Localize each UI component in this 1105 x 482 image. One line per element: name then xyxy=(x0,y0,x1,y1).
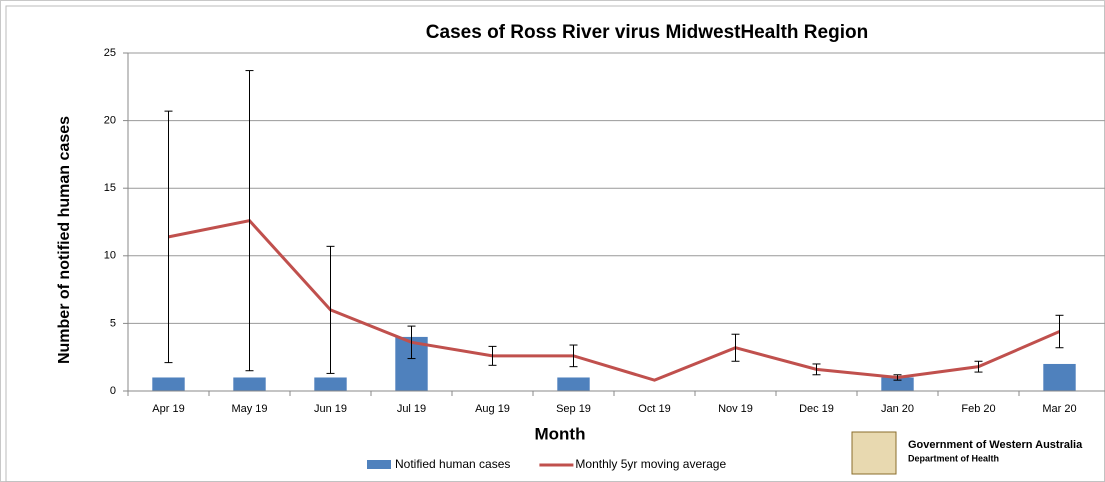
crest xyxy=(851,431,897,475)
error-bar xyxy=(812,363,821,376)
error-bar xyxy=(164,110,173,364)
error-bar xyxy=(407,325,416,360)
logo: Government of Western Australia Departme… xyxy=(851,431,1083,475)
chart-title: Cases of Ross River virus MidwestHealth … xyxy=(426,22,868,43)
legend-swatch xyxy=(367,460,391,469)
x-tick-label: Feb 20 xyxy=(961,403,995,415)
x-tick-label: Jan 20 xyxy=(881,403,914,415)
error-bar xyxy=(731,333,740,362)
error-bar xyxy=(569,344,578,368)
y-tick-label: 5 xyxy=(110,317,116,329)
x-tick-label: Apr 19 xyxy=(152,403,184,415)
x-tick-label: Sep 19 xyxy=(556,403,591,415)
x-tick-label: Jun 19 xyxy=(314,403,347,415)
y-tick-label: 10 xyxy=(104,250,116,262)
y-tick-label: 0 xyxy=(110,385,116,397)
bar xyxy=(557,377,590,391)
logo-line2: Department of Health xyxy=(908,453,999,463)
x-axis-label: Month xyxy=(535,424,586,443)
y-tick-label: 25 xyxy=(104,47,116,59)
x-tick-label: Dec 19 xyxy=(799,403,834,415)
x-tick-label: May 19 xyxy=(231,403,267,415)
bar xyxy=(314,377,347,391)
error-bar xyxy=(1055,314,1064,349)
x-tick-label: Nov 19 xyxy=(718,403,753,415)
chart-area xyxy=(5,5,1105,482)
error-bar xyxy=(488,345,497,366)
y-axis-label: Number of notified human cases xyxy=(56,116,73,364)
bar xyxy=(1043,363,1076,391)
error-bar xyxy=(245,70,254,372)
error-bar xyxy=(974,360,983,373)
error-bar xyxy=(893,374,902,381)
legend-label: Notified human cases xyxy=(395,457,510,471)
x-tick-label: Mar 20 xyxy=(1042,403,1076,415)
y-tick-label: 15 xyxy=(104,182,116,194)
error-bar xyxy=(326,245,335,374)
line xyxy=(168,219,1061,382)
x-tick-label: Jul 19 xyxy=(397,403,426,415)
bar xyxy=(152,377,185,391)
logo-line1: Government of Western Australia xyxy=(908,439,1083,451)
x-tick-label: Oct 19 xyxy=(638,403,670,415)
y-tick-label: 20 xyxy=(104,115,116,127)
bar xyxy=(881,377,914,391)
bar xyxy=(233,377,266,391)
legend-label: Monthly 5yr moving average xyxy=(575,457,726,471)
x-tick-label: Aug 19 xyxy=(475,403,510,415)
